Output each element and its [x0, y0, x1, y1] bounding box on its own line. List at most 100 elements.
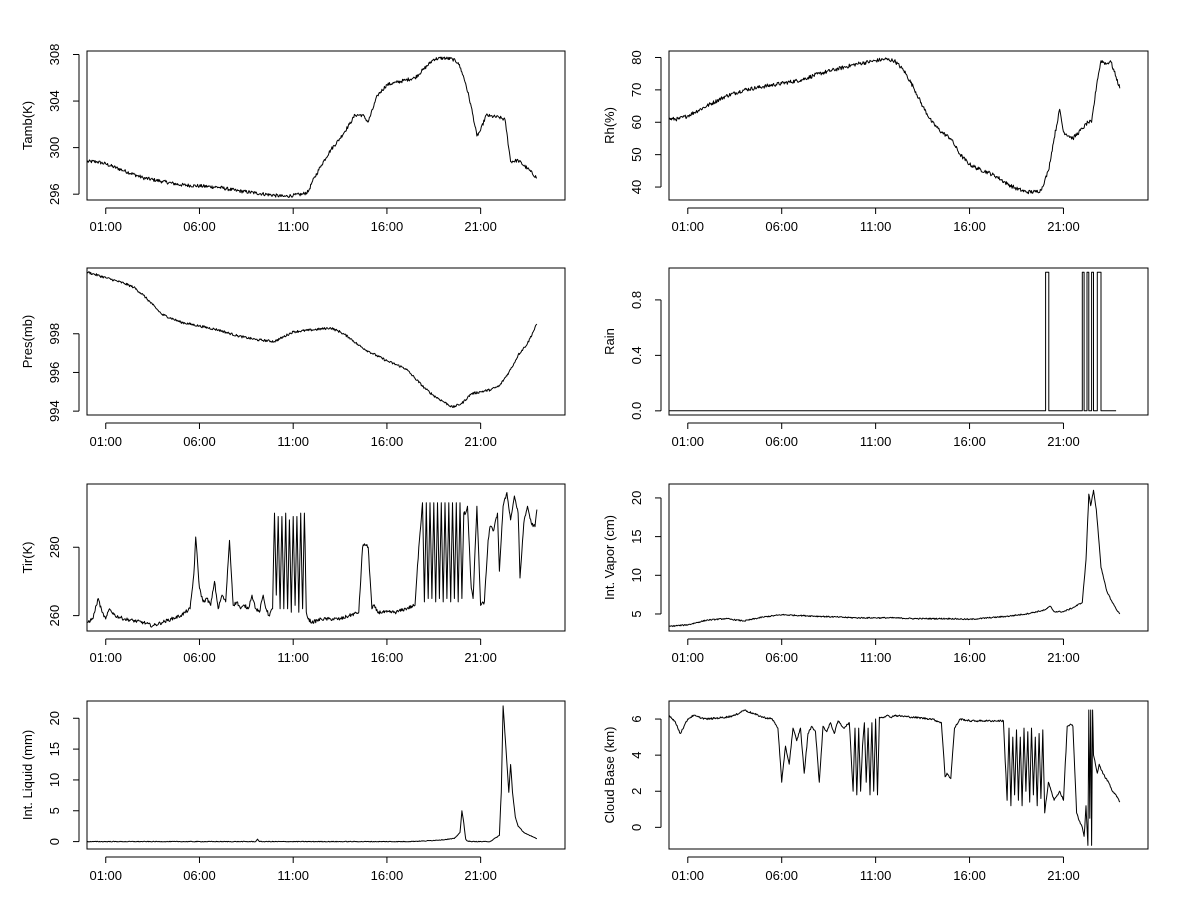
- x-tick-label: 06:00: [183, 868, 216, 883]
- x-tick-label: 21:00: [1047, 434, 1080, 449]
- panel-tir: 01:00 06:00 11:00 16:00 21:00 260 280 Tir(K): [20, 483, 566, 665]
- x-tick-label: 01:00: [89, 650, 122, 665]
- y-tick-label: 10: [629, 568, 644, 582]
- y-tick-label: 296: [47, 183, 62, 205]
- plot-frame: [86, 483, 566, 632]
- y-tick-label: 280: [47, 536, 62, 558]
- y-tick-label: 70: [629, 83, 644, 97]
- x-tick-label: 21:00: [464, 219, 497, 234]
- x-tick-label: 16:00: [371, 434, 404, 449]
- x-tick-label: 01:00: [672, 434, 705, 449]
- y-tick-label: 60: [629, 115, 644, 129]
- y-tick-label: 304: [47, 90, 62, 112]
- series-line-tamb: [86, 56, 537, 198]
- panel-tamb: 01:00 06:00 11:00 16:00 21:00 296 300 304 308 Tam…: [20, 44, 566, 234]
- plot-frame: [86, 267, 566, 416]
- y-tick-label: 50: [629, 147, 644, 161]
- y-axis-title: Rain: [602, 328, 617, 355]
- series-line-tir: [86, 492, 538, 628]
- panel-rh: 01:00 06:00 11:00 16:00 21:00 40 50 60 70 80 Rh(%): [602, 50, 1149, 234]
- plot-frame: [668, 483, 1149, 632]
- y-tick-label: 308: [47, 44, 62, 66]
- y-axis-title: Tamb(K): [20, 101, 35, 150]
- x-tick-label: 11:00: [277, 434, 309, 449]
- y-axis-title: Cloud Base (km): [602, 727, 617, 824]
- y-tick-label: 10: [47, 773, 62, 787]
- x-tick-label: 21:00: [1047, 219, 1080, 234]
- x-tick-label: 01:00: [89, 868, 122, 883]
- x-tick-label: 01:00: [89, 434, 122, 449]
- panel-pres: 01:00 06:00 11:00 16:00 21:00 994 996 998 Pres(m…: [20, 267, 566, 449]
- plot-frame: [668, 267, 1149, 416]
- panel-cloudbase: 01:00 06:00 11:00 16:00 21:00 0 2 4 6 Cloud Base …: [602, 700, 1149, 883]
- series-line-rain: [669, 271, 1117, 412]
- plot-frame: [86, 50, 566, 201]
- x-tick-label: 01:00: [672, 650, 705, 665]
- plot-frame: [668, 50, 1149, 201]
- y-tick-label: 0: [629, 824, 644, 831]
- panel-rain: 01:00 06:00 11:00 16:00 21:00 0.0 0.4 0.8 Rain: [602, 267, 1149, 449]
- panel-liquid: 01:00 06:00 11:00 16:00 21:00 0 5 10 15 20 Int. Li…: [20, 700, 566, 883]
- y-tick-label: 994: [47, 400, 62, 422]
- y-tick-label: 998: [47, 323, 62, 345]
- x-tick-label: 16:00: [953, 219, 986, 234]
- y-tick-label: 5: [47, 807, 62, 814]
- x-tick-label: 06:00: [765, 434, 798, 449]
- series-line-vapor: [668, 489, 1121, 628]
- y-tick-label: 0: [47, 838, 62, 845]
- y-tick-label: 6: [629, 715, 644, 722]
- y-tick-label: 20: [47, 711, 62, 725]
- series-line-cloudbase: [668, 709, 1121, 846]
- x-tick-label: 21:00: [464, 868, 497, 883]
- x-tick-label: 16:00: [953, 434, 986, 449]
- x-tick-label: 21:00: [464, 650, 497, 665]
- series-line-liquid: [86, 705, 537, 843]
- x-tick-label: 16:00: [953, 650, 986, 665]
- x-tick-label: 06:00: [765, 868, 798, 883]
- y-tick-label: 40: [629, 180, 644, 194]
- x-tick-label: 11:00: [277, 219, 309, 234]
- x-tick-label: 06:00: [183, 219, 216, 234]
- y-tick-label: 4: [629, 752, 644, 759]
- x-tick-label: 21:00: [464, 434, 497, 449]
- y-tick-label: 80: [629, 50, 644, 64]
- x-tick-label: 01:00: [672, 219, 705, 234]
- x-tick-label: 16:00: [371, 219, 404, 234]
- y-tick-label: 5: [629, 610, 644, 617]
- x-tick-label: 01:00: [89, 219, 122, 234]
- y-axis-title: Tir(K): [20, 541, 35, 573]
- x-tick-label: 16:00: [371, 650, 404, 665]
- x-tick-label: 06:00: [183, 650, 216, 665]
- y-tick-label: 15: [47, 742, 62, 756]
- series-line-rh: [668, 57, 1121, 195]
- x-tick-label: 11:00: [860, 434, 892, 449]
- y-tick-label: 15: [629, 529, 644, 543]
- plot-frame: [86, 700, 566, 850]
- x-tick-label: 11:00: [860, 219, 892, 234]
- plot-frame: [668, 700, 1149, 850]
- x-tick-label: 21:00: [1047, 868, 1080, 883]
- x-tick-label: 21:00: [1047, 650, 1080, 665]
- x-tick-label: 01:00: [672, 868, 705, 883]
- series-line-pres: [86, 271, 538, 408]
- y-tick-label: 300: [47, 137, 62, 159]
- x-tick-label: 06:00: [765, 650, 798, 665]
- y-axis-title: Int. Liquid (mm): [20, 730, 35, 820]
- y-tick-label: 20: [629, 491, 644, 505]
- x-tick-label: 06:00: [183, 434, 216, 449]
- x-tick-label: 11:00: [860, 650, 892, 665]
- y-tick-label: 0.0: [629, 402, 644, 420]
- x-tick-label: 16:00: [953, 868, 986, 883]
- y-axis-title: Int. Vapor (cm): [602, 515, 617, 600]
- x-tick-label: 16:00: [371, 868, 404, 883]
- y-axis-title: Pres(mb): [20, 315, 35, 368]
- x-tick-label: 11:00: [860, 868, 892, 883]
- x-tick-label: 11:00: [277, 650, 309, 665]
- y-tick-label: 260: [47, 605, 62, 627]
- x-tick-label: 06:00: [765, 219, 798, 234]
- panel-vapor: 01:00 06:00 11:00 16:00 21:00 5 10 15 20 Int. Vap…: [602, 483, 1149, 665]
- y-tick-label: 0.4: [629, 346, 644, 364]
- x-tick-label: 11:00: [277, 868, 309, 883]
- y-axis-title: Rh(%): [602, 107, 617, 144]
